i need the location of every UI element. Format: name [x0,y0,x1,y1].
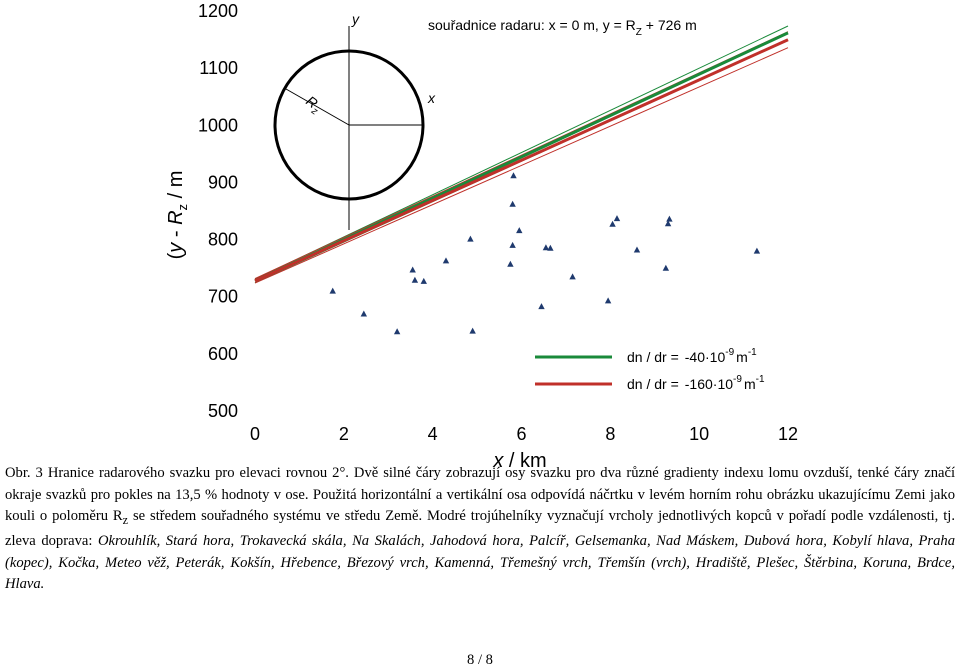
hill-peak-marker [613,215,621,222]
hill-peak-marker [542,244,550,251]
x-tick-label: 0 [250,424,260,444]
y-tick-label: 700 [208,287,238,307]
hill-peak-marker [547,244,554,251]
caption-text: Hranice radarového svazku pro elevaci ro… [5,465,955,524]
hill-peak-marker [633,246,641,253]
hill-peak-marker [360,310,368,317]
hill-peak-marker [662,264,670,271]
x-tick-label: 10 [689,424,709,444]
hill-peak-marker [538,303,545,310]
legend-label: d​n / dr = -40·10-9 m-1 [627,347,757,365]
hill-peak-marker [509,241,516,248]
earth-inset: y x Rz souřadnice radaru: x = 0 m, y = R… [273,11,697,230]
beam-edge-line [254,47,789,284]
inset-radius-line [285,88,350,126]
hill-peak-marker [609,220,616,227]
caption-label: Obr. 3 [5,465,43,481]
x-tick-label: 6 [516,424,526,444]
x-tick-label: 4 [428,424,438,444]
x-tick-label: 2 [339,424,349,444]
beam-axis-line [254,38,789,283]
hill-peak-marker [510,172,517,179]
caption-hill-list: Okrouhlík, Stará hora, Trokavecká skála,… [5,533,956,593]
y-tick-label: 800 [208,230,238,250]
hill-peak-marker [420,277,427,284]
chart-axes: 0 2 4 6 8 10 12 500 600 700 800 900 1000 1100 1200 x / … [165,1,798,470]
caption-subscript: z [122,512,129,527]
x-axis-title: x / km [492,450,546,470]
page-number: 8 / 8 [467,652,493,668]
y-tick-label: 600 [208,344,238,364]
caption-text-continued: se středem souřadného systému ve středu … [5,508,955,550]
earth-circle [273,49,425,201]
hill-peaks [329,172,761,335]
y-axis-title: (y - Rz / m [165,171,190,260]
y-tick-label: 500 [208,401,238,421]
inset-x-label: x [427,90,436,106]
hill-peak-marker [507,260,514,267]
hill-peak-marker [329,287,336,294]
legend: d​n / dr = -40·10-9 m-1 d​n / dr = -160·10-9… [535,347,765,392]
hill-peak-marker [467,235,474,242]
hill-peak-marker [469,327,476,334]
hill-peak-marker [509,200,516,207]
hill-peak-marker [664,220,672,227]
radar-coordinates: souřadnice radaru: x = 0 m, y = RZ + 726… [428,17,697,38]
figure-caption: Obr. 3 Hranice radarového svazku pro ele… [5,463,955,596]
y-tick-label: 1200 [198,1,238,21]
y-tick-label: 900 [208,172,238,192]
y-tick-label: 1000 [198,115,238,135]
beam-lines [254,25,789,284]
hill-peak-marker [442,257,450,264]
hill-peak-marker [604,297,612,304]
hill-peak-marker [666,215,673,222]
y-tick-label: 1100 [199,58,238,78]
hill-peak-marker [753,247,761,254]
x-tick-label: 12 [778,424,798,444]
hill-peak-marker [516,227,523,234]
hill-peak-marker [409,266,416,273]
x-tick-label: 8 [605,424,615,444]
chart: 0 2 4 6 8 10 12 500 600 700 800 900 1000 1100 1200 x / … [165,1,798,470]
legend-label: d​n / dr = -160·10-9 m-1 [627,374,765,392]
hill-peak-marker [393,328,401,335]
inset-radius-label: Rz [301,92,325,117]
hill-peak-marker [411,276,419,283]
inset-y-label: y [351,11,360,27]
hill-peak-marker [569,273,576,280]
figure: 0 2 4 6 8 10 12 500 600 700 800 900 1000 1100 1200 x / … [165,1,798,470]
